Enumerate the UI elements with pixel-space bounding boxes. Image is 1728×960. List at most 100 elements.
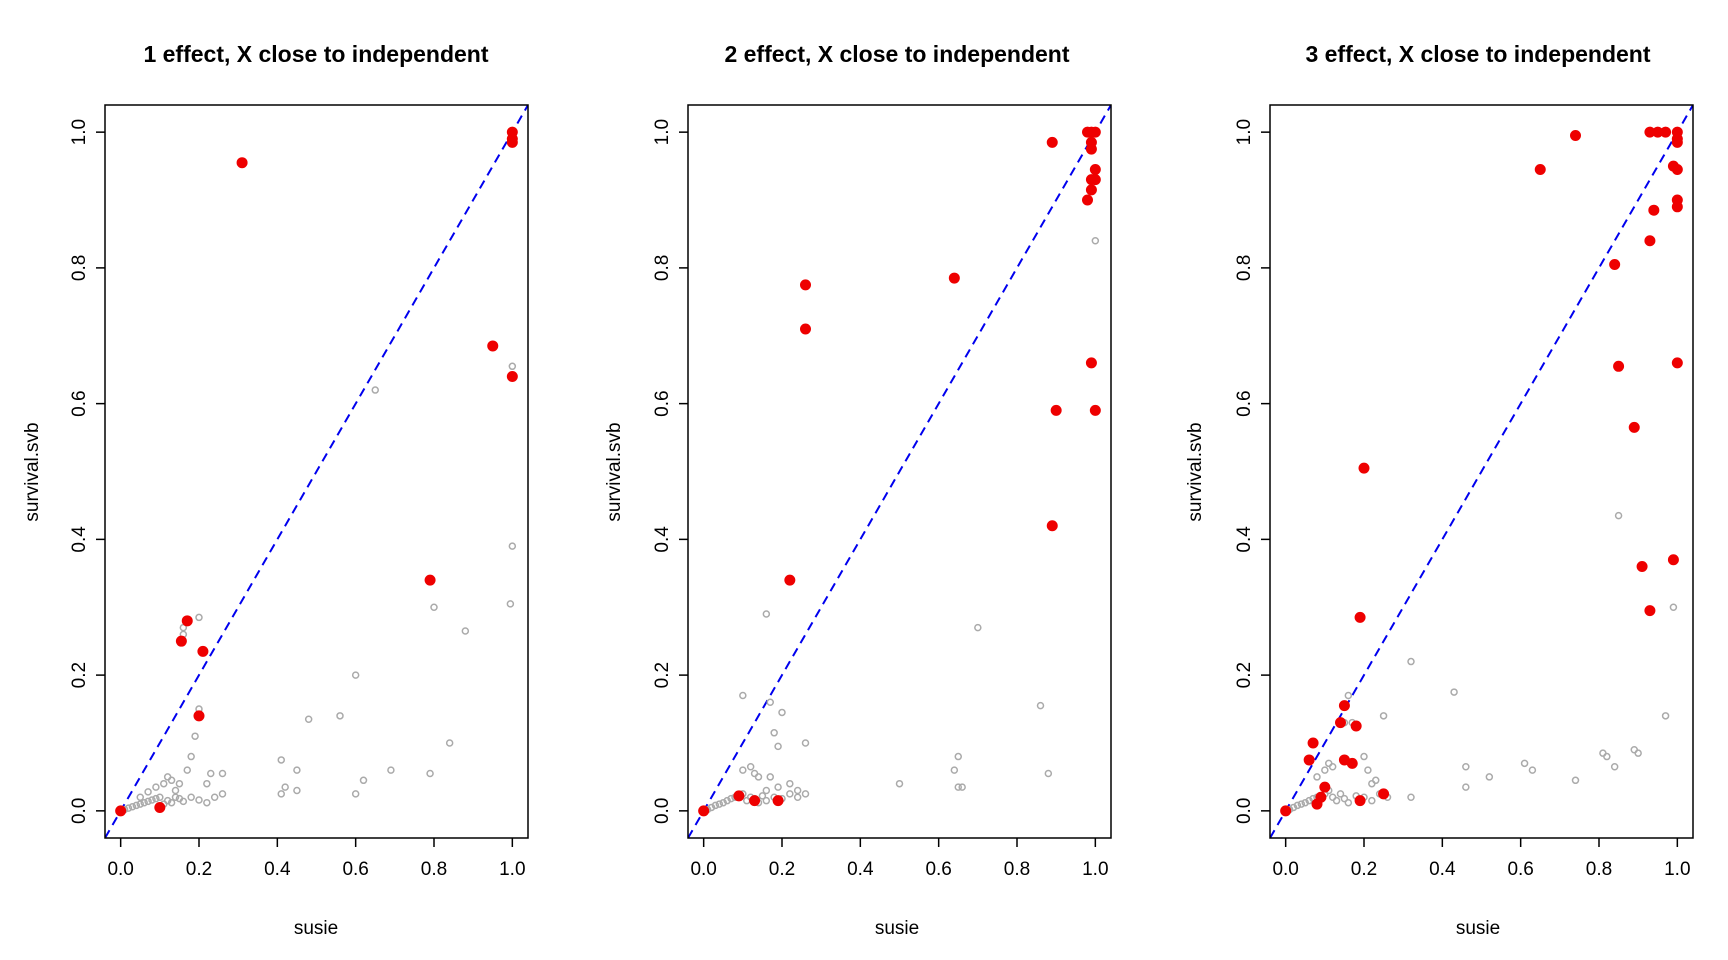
panel-1-series-1-point-12 — [163, 796, 172, 805]
panel-3-series-1-point-43 — [1599, 749, 1607, 757]
panel-2-series-1-point-28 — [774, 783, 782, 791]
panel-2-series-1-point-35 — [774, 742, 782, 751]
panel-1-series-1-point-3 — [128, 803, 137, 811]
panel-3-series-2-point-14 — [1644, 235, 1656, 247]
panel-3-series-1-point-14 — [1336, 790, 1345, 798]
panel-2-series-1-point-6 — [723, 796, 731, 805]
panel-1-series-1-point-13 — [167, 798, 176, 807]
panel-2-series-2-point-6 — [1085, 143, 1097, 155]
panel-1-series-1-point-2 — [124, 804, 133, 812]
panel-1-x-tick-label-6: 1.0 — [499, 859, 525, 880]
panel-3-x-axis-label: susie — [1456, 918, 1500, 939]
panel-3-series-2-point-31 — [1378, 788, 1390, 800]
panel-2-series-1-point-20 — [793, 793, 802, 802]
panel-3-title: 3 effect, X close to independent — [1305, 41, 1650, 67]
panel-1-title: 1 effect, X close to independent — [143, 41, 488, 67]
panel-3-series-2-point-36 — [1280, 805, 1292, 817]
panel-2-series-2-point-19 — [784, 574, 796, 586]
panel-1-x-tick-label-1: 0.0 — [107, 859, 133, 880]
panel-3-series-1-point-39 — [1485, 773, 1494, 781]
panel-1-series-1-point-6 — [140, 798, 148, 807]
panel-1-series-1-point-58 — [506, 600, 515, 608]
panel-3-series-1-point-15 — [1340, 794, 1349, 803]
panel-3-series-1-point-4 — [1297, 800, 1306, 808]
panel-1-x-tick-label-4: 0.6 — [342, 859, 368, 880]
panel-1-series-1-point-17 — [187, 793, 195, 802]
panel-1-series-1-point-14 — [171, 793, 180, 802]
panel-1-x-axis-label: susie — [294, 918, 338, 939]
panel-3-series-2-point-30 — [1346, 757, 1358, 769]
panel-2-series-2-point-11 — [1082, 194, 1093, 206]
panel-2-series-1-point-27 — [766, 773, 774, 781]
panel-1-y-tick-label-4: 0.6 — [69, 390, 90, 416]
panel-3-y-tick-label-4: 0.6 — [1234, 390, 1255, 416]
panel-3-series-1-point-5 — [1301, 798, 1309, 807]
panel-1-series-1-point-21 — [218, 790, 227, 798]
panel-2-series-2-point-13 — [800, 323, 811, 335]
panel-1-series-1-point-16 — [179, 797, 188, 806]
panel-2-series-1-point-36 — [778, 708, 786, 717]
panel-1-series-2-point-11 — [193, 710, 205, 722]
panel-1-series-2-point-6 — [506, 370, 518, 382]
panel-3-series-1-point-24 — [1325, 759, 1333, 768]
panel-3-y-tick-label-1: 0.0 — [1234, 798, 1255, 824]
panel-1-series-2-point-12 — [154, 801, 166, 813]
panel-3-series-2-point-20 — [1667, 554, 1679, 566]
panel-1-series-1-point-51 — [387, 766, 395, 774]
panel-1-series-1-point-23 — [144, 788, 152, 796]
panel-1-series-1-point-53 — [430, 603, 438, 611]
panel-3-series-2-point-27 — [1307, 737, 1319, 749]
panel-1-x-tick-label-5: 0.8 — [421, 859, 447, 880]
panel-3-series-2-point-26 — [1350, 720, 1362, 732]
panel-1-series-1-point-56 — [508, 362, 517, 371]
panel-2-series-1-point-5 — [719, 798, 727, 807]
panel-1-series-2-point-7 — [424, 574, 436, 586]
panel-2-series-2-point-4 — [1089, 126, 1101, 138]
panel-3-series-1-point-44 — [1603, 752, 1611, 761]
panel-1-series-1-point-27 — [167, 776, 176, 785]
panel-3-series-2-point-1 — [1570, 130, 1581, 142]
panel-1-series-1-point-32 — [191, 732, 199, 740]
panel-3-reference-line — [1270, 105, 1693, 838]
panel-3-series-1-point-37 — [1462, 762, 1470, 771]
panel-2-y-tick-label-2: 0.2 — [652, 662, 673, 688]
panel-1-series-1-point-5 — [136, 800, 144, 808]
panel-2-series-1-point-46 — [1091, 236, 1100, 245]
panel-2-series-2-point-21 — [749, 795, 761, 807]
panel-1-series-1-point-20 — [210, 793, 219, 802]
panel-1-series-1-point-19 — [203, 798, 211, 807]
panel-2-series-2-point-14 — [948, 272, 960, 284]
panel-3-y-tick-label-3: 0.4 — [1234, 526, 1255, 553]
panel-3-series-2-point-17 — [1671, 357, 1683, 369]
panel-2-series-1-point-22 — [739, 766, 747, 774]
panel-1-series-1-point-35 — [207, 769, 215, 778]
panel-3-x-tick-label-6: 1.0 — [1664, 859, 1690, 880]
panel-3-x-tick-label-5: 0.8 — [1586, 859, 1612, 880]
panel-2-series-2-point-18 — [1046, 520, 1058, 532]
panel-2-series-1-point-4 — [715, 800, 724, 808]
panel-3-series-2-point-22 — [1644, 605, 1656, 617]
panel-1-plot-frame — [104, 104, 529, 839]
panel-3-series-1-point-33 — [1379, 712, 1388, 720]
panel-1-y-axis-label: survival.svb — [22, 422, 43, 521]
panel-2-series-2-point-23 — [698, 805, 710, 817]
panel-3-x-tick-label-3: 0.4 — [1429, 859, 1456, 880]
panel-1-y-tick-label-6: 1.0 — [69, 119, 90, 145]
panel-2-series-1-point-2 — [707, 803, 716, 812]
panel-2-series-1-point-32 — [762, 610, 771, 618]
panel-1-series-1-point-9 — [152, 794, 160, 803]
panel-3-x-tick-label-2: 0.2 — [1351, 859, 1377, 880]
panel-2-series-1-point-39 — [950, 766, 959, 774]
panel-1-series-1-point-34 — [203, 779, 211, 788]
panel-3-series-2-point-21 — [1636, 561, 1648, 573]
panel-3-series-2-point-24 — [1338, 700, 1350, 712]
panel-2-plot-frame — [687, 104, 1112, 839]
panel-2-series-2-point-7 — [1089, 163, 1101, 175]
panel-2-series-1-point-29 — [786, 779, 794, 788]
panel-1-series-1-point-18 — [195, 796, 203, 804]
panel-3-series-1-point-19 — [1368, 796, 1376, 805]
panel-3-series-2-point-23 — [1354, 611, 1366, 623]
panel-2-x-tick-label-5: 0.8 — [1004, 859, 1030, 880]
panel-3-y-tick-label-6: 1.0 — [1234, 119, 1255, 145]
panel-2-y-tick-label-1: 0.0 — [652, 798, 673, 824]
